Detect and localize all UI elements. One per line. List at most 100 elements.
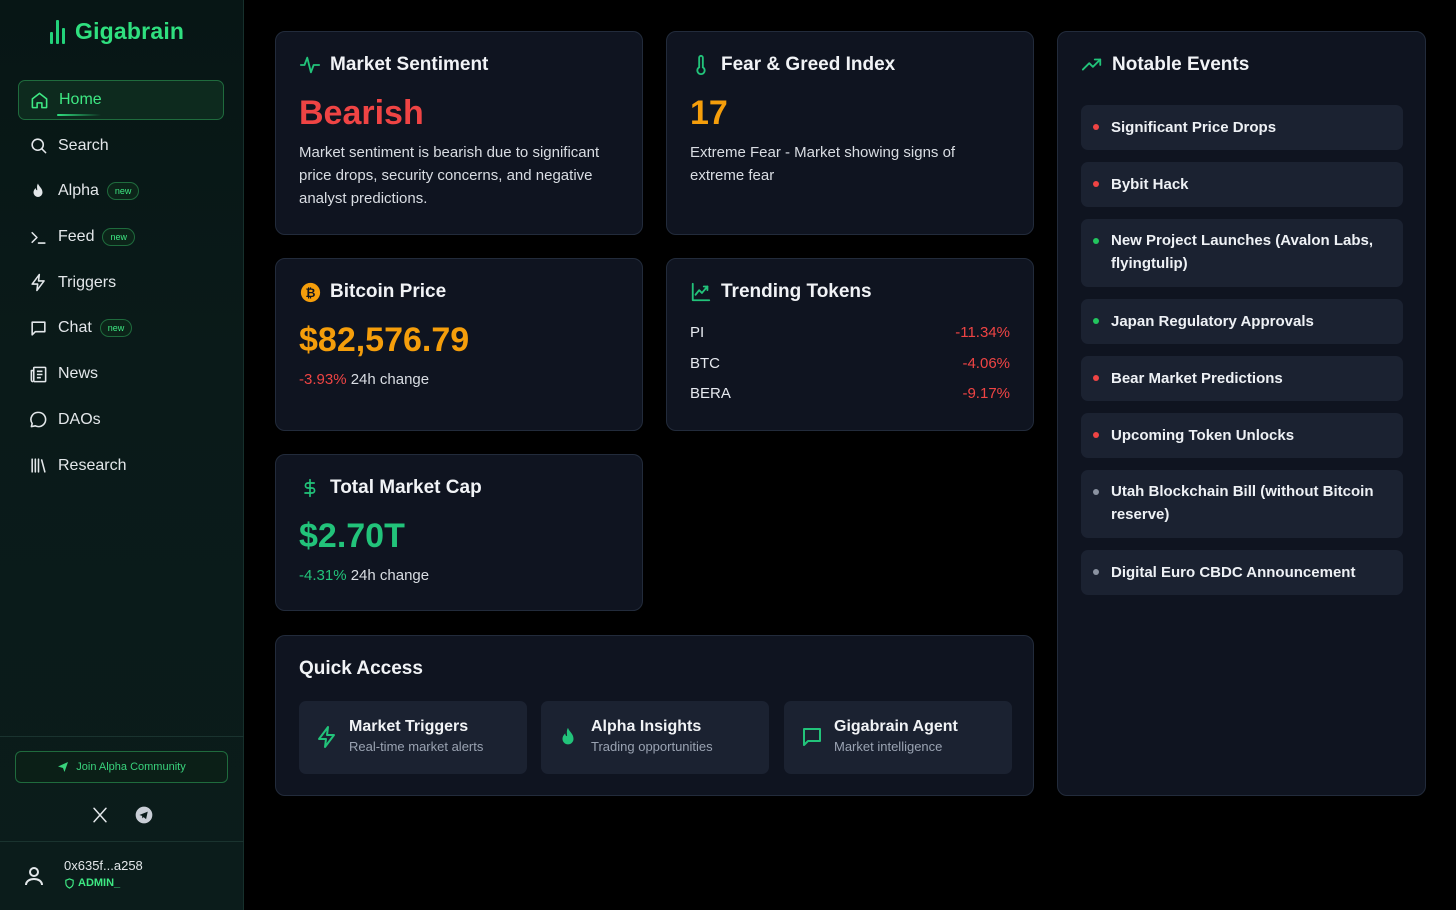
sidebar-item-label: Chat — [58, 319, 92, 337]
fear-greed-value: 17 — [690, 94, 728, 132]
total-market-cap-card: Total Market Cap $2.70T -4.31% 24h chang… — [275, 454, 643, 611]
svg-text:₿: ₿ — [305, 285, 315, 299]
token-row[interactable]: BERA -9.17% — [690, 385, 1010, 402]
token-symbol: PI — [690, 324, 705, 341]
status-dot — [1093, 124, 1099, 130]
user-profile[interactable]: 0x635f...a258 ADMIN_ — [0, 842, 244, 910]
search-icon — [28, 136, 48, 156]
sidebar-item-search[interactable]: Search — [18, 126, 224, 166]
message-square-icon — [28, 318, 48, 338]
sidebar-item-news[interactable]: News — [18, 354, 224, 394]
join-alpha-community-button[interactable]: Join Alpha Community — [15, 751, 228, 783]
quick-access-market-triggers[interactable]: Market Triggers Real-time market alerts — [299, 701, 527, 774]
dollar-icon — [299, 477, 321, 499]
card-title: Quick Access — [299, 658, 423, 680]
sidebar-item-label: Search — [58, 136, 109, 154]
bitcoin-icon: ₿ — [299, 281, 321, 303]
sidebar-item-chat[interactable]: Chat new — [18, 308, 224, 348]
terminal-icon — [28, 227, 48, 247]
role-label: ADMIN_ — [78, 877, 121, 889]
event-label: Utah Blockchain Bill (without Bitcoin re… — [1111, 483, 1374, 523]
event-label: Bybit Hack — [1111, 176, 1189, 193]
bitcoin-price-card: ₿ Bitcoin Price $82,576.79 -3.93% 24h ch… — [275, 258, 643, 431]
user-icon — [22, 864, 46, 893]
quick-access-alpha-insights[interactable]: Alpha Insights Trading opportunities — [541, 701, 769, 774]
status-dot — [1093, 489, 1099, 495]
title-text: Fear & Greed Index — [721, 54, 896, 75]
sidebar: Gigabrain Home Search Alpha new — [0, 0, 244, 910]
event-item[interactable]: Bybit Hack — [1081, 162, 1403, 207]
quick-access-gigabrain-agent[interactable]: Gigabrain Agent Market intelligence — [784, 701, 1012, 774]
sidebar-item-alpha[interactable]: Alpha new — [18, 171, 224, 211]
event-label: New Project Launches (Avalon Labs, flyin… — [1111, 232, 1374, 272]
new-badge: new — [106, 182, 140, 201]
event-item[interactable]: Bear Market Predictions — [1081, 356, 1403, 401]
user-role: ADMIN_ — [64, 877, 120, 889]
title-text: Notable Events — [1112, 54, 1250, 75]
change-label: 24h change — [350, 567, 430, 584]
fear-greed-description: Extreme Fear - Market showing signs of e… — [690, 144, 956, 184]
social-links — [88, 803, 156, 827]
bolt-icon — [315, 725, 339, 749]
shield-icon — [65, 877, 74, 889]
logo[interactable]: Gigabrain — [50, 18, 184, 45]
bolt-icon — [28, 273, 48, 293]
event-label: Significant Price Drops — [1111, 119, 1277, 136]
sidebar-item-label: Home — [59, 91, 102, 108]
token-row[interactable]: PI -11.34% — [690, 324, 1010, 341]
status-dot — [1093, 569, 1099, 575]
thermometer-icon — [690, 54, 712, 76]
sidebar-item-label: Research — [58, 456, 127, 474]
bitcoin-price-value: $82,576.79 — [299, 321, 470, 359]
sentiment-value: Bearish — [299, 94, 424, 132]
sidebar-item-home[interactable]: Home — [18, 80, 224, 120]
sentiment-description: Market sentiment is bearish due to signi… — [299, 144, 600, 207]
sidebar-item-label: Alpha — [58, 182, 99, 200]
sidebar-item-daos[interactable]: DAOs — [18, 400, 224, 440]
x-icon[interactable] — [88, 803, 112, 827]
change-percent: -4.31% — [299, 567, 347, 584]
flame-icon — [28, 181, 48, 201]
token-change: -9.17% — [962, 385, 1010, 402]
sidebar-item-triggers[interactable]: Triggers — [18, 263, 224, 303]
activity-icon — [299, 54, 321, 76]
token-symbol: BERA — [690, 385, 731, 402]
status-dot — [1093, 375, 1099, 381]
sidebar-item-label: DAOs — [58, 410, 101, 428]
change-label: 24h change — [350, 371, 430, 388]
status-dot — [1093, 181, 1099, 187]
event-item[interactable]: Upcoming Token Unlocks — [1081, 413, 1403, 458]
message-square-icon — [800, 725, 824, 749]
send-icon — [58, 762, 69, 772]
token-row[interactable]: BTC -4.06% — [690, 355, 1010, 372]
change-percent: -3.93% — [299, 371, 347, 388]
token-symbol: BTC — [690, 355, 720, 372]
new-badge: new — [99, 319, 133, 338]
event-label: Digital Euro CBDC Announcement — [1111, 564, 1356, 581]
wallet-address: 0x635f...a258 — [64, 858, 143, 873]
sidebar-item-research[interactable]: Research — [18, 446, 224, 486]
quick-access-title: Market Triggers — [349, 718, 469, 735]
event-item[interactable]: Japan Regulatory Approvals — [1081, 299, 1403, 344]
title-text: Bitcoin Price — [330, 281, 447, 302]
card-title: Fear & Greed Index — [690, 54, 895, 76]
status-dot — [1093, 238, 1099, 244]
token-change: -4.06% — [962, 355, 1010, 372]
status-dot — [1093, 318, 1099, 324]
telegram-icon[interactable] — [132, 803, 156, 827]
sidebar-item-feed[interactable]: Feed new — [18, 217, 224, 257]
newspaper-icon — [28, 364, 48, 384]
event-item[interactable]: Digital Euro CBDC Announcement — [1081, 550, 1403, 595]
quick-access-title: Gigabrain Agent — [834, 718, 958, 735]
quick-access-subtitle: Trading opportunities — [591, 739, 713, 754]
message-circle-icon — [28, 410, 48, 430]
event-item[interactable]: Utah Blockchain Bill (without Bitcoin re… — [1081, 470, 1403, 538]
sidebar-nav: Home Search Alpha new Feed new — [18, 80, 224, 491]
event-label: Bear Market Predictions — [1111, 370, 1283, 387]
event-item[interactable]: Significant Price Drops — [1081, 105, 1403, 150]
active-indicator — [57, 114, 101, 116]
event-item[interactable]: New Project Launches (Avalon Labs, flyin… — [1081, 219, 1403, 287]
title-text: Trending Tokens — [721, 281, 872, 302]
quick-access-subtitle: Real-time market alerts — [349, 739, 484, 754]
bitcoin-change: -3.93% 24h change — [299, 368, 429, 391]
